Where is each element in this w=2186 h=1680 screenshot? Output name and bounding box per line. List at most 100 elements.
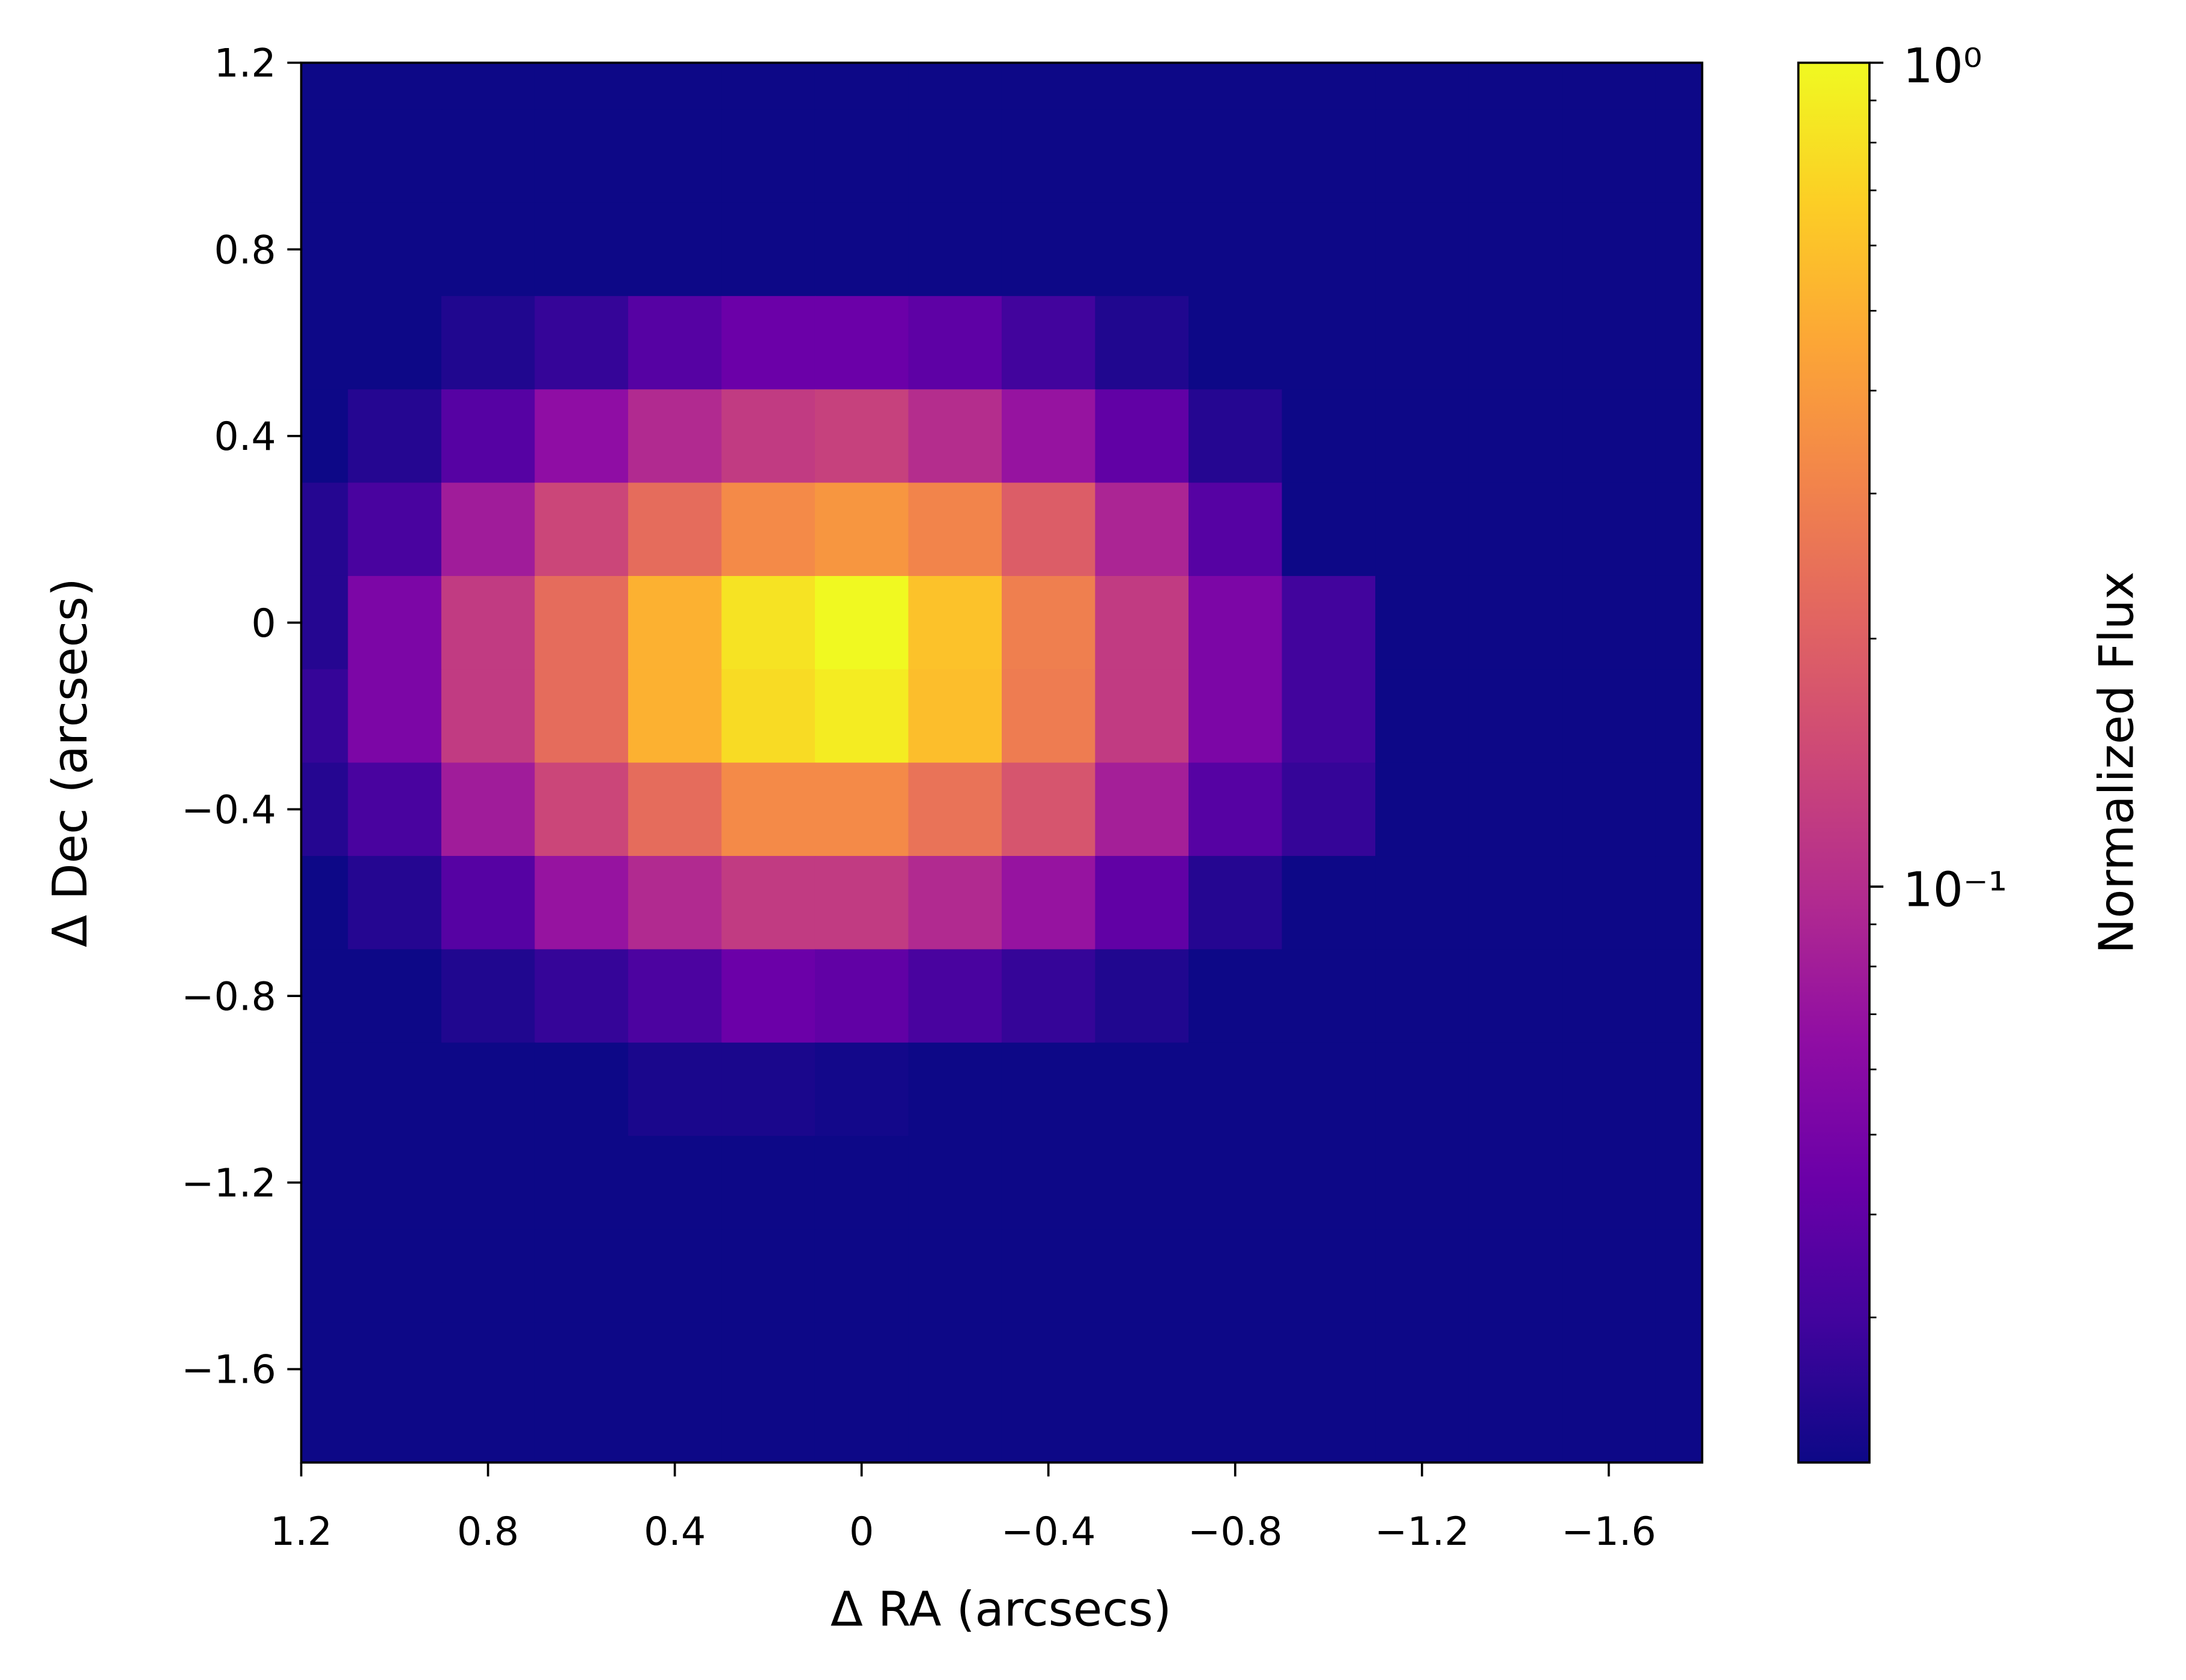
- heatmap-cell: [1095, 1322, 1190, 1417]
- heatmap-cell: [1562, 949, 1656, 1043]
- heatmap-cell: [301, 482, 349, 577]
- heatmap-cell: [814, 1136, 909, 1230]
- heatmap-cell: [908, 1416, 1003, 1463]
- heatmap-cell: [441, 389, 536, 484]
- heatmap-cell: [1562, 482, 1656, 577]
- y-tick-label: −1.6: [181, 1348, 276, 1393]
- heatmap-cell: [301, 856, 349, 950]
- heatmap-cell: [534, 109, 629, 204]
- heatmap-cell: [1001, 1136, 1096, 1230]
- heatmap-cell: [1468, 482, 1563, 577]
- heatmap-cell: [814, 669, 909, 763]
- heatmap-cell: [1095, 1042, 1190, 1137]
- heatmap-cell: [1468, 62, 1563, 111]
- heatmap-cell: [1655, 575, 1703, 670]
- heatmap-cell: [908, 762, 1003, 857]
- heatmap-cell: [1375, 856, 1470, 950]
- heatmap-cell: [1095, 949, 1190, 1043]
- heatmap-cell: [1188, 1136, 1283, 1230]
- heatmap-cell: [534, 856, 629, 950]
- heatmap-cell: [1001, 856, 1096, 950]
- heatmap-cell: [1001, 296, 1096, 390]
- y-tick-label: 0.4: [214, 414, 276, 459]
- heatmap: [301, 62, 1703, 1463]
- heatmap-cell: [441, 575, 536, 670]
- heatmap-cell: [814, 856, 909, 950]
- heatmap-cell: [348, 669, 443, 763]
- heatmap-cell: [1655, 856, 1703, 950]
- heatmap-cell: [1188, 575, 1283, 670]
- heatmap-cell: [441, 1322, 536, 1417]
- colorbar: [1798, 62, 1870, 1463]
- heatmap-cell: [301, 1416, 349, 1463]
- y-tick-label: 1.2: [214, 41, 276, 86]
- heatmap-cell: [908, 389, 1003, 484]
- heatmap-cell: [1282, 109, 1376, 204]
- heatmap-cell: [534, 1322, 629, 1417]
- colorbar-tick-label: 10⁰: [1903, 38, 1982, 94]
- heatmap-cell: [628, 482, 722, 577]
- x-tick-label: −1.6: [1561, 1509, 1656, 1554]
- heatmap-cell: [908, 482, 1003, 577]
- y-tick-label: −0.4: [181, 788, 276, 833]
- heatmap-cell: [1468, 1042, 1563, 1137]
- heatmap-cell: [1562, 1229, 1656, 1324]
- heatmap-cell: [1655, 1136, 1703, 1230]
- heatmap-cell: [721, 1229, 816, 1324]
- heatmap-cell: [1375, 62, 1470, 111]
- heatmap-cell: [721, 62, 816, 111]
- heatmap-cell: [348, 1416, 443, 1463]
- heatmap-cell: [908, 1136, 1003, 1230]
- heatmap-cell: [908, 1322, 1003, 1417]
- y-tick-label: −0.8: [181, 974, 276, 1019]
- plot-frame: [300, 61, 1704, 1464]
- heatmap-cell: [534, 62, 629, 111]
- heatmap-cell: [1188, 762, 1283, 857]
- heatmap-cell: [348, 1042, 443, 1137]
- heatmap-cell: [1562, 389, 1656, 484]
- heatmap-cell: [348, 949, 443, 1043]
- heatmap-cell: [1468, 575, 1563, 670]
- heatmap-cell: [1468, 1322, 1563, 1417]
- heatmap-cell: [908, 575, 1003, 670]
- heatmap-cell: [1375, 296, 1470, 390]
- heatmap-cell: [1282, 62, 1376, 111]
- heatmap-cell: [721, 482, 816, 577]
- heatmap-cell: [1188, 1229, 1283, 1324]
- heatmap-cell: [1655, 389, 1703, 484]
- heatmap-cell: [1375, 1322, 1470, 1417]
- heatmap-cell: [1095, 109, 1190, 204]
- heatmap-cell: [1655, 62, 1703, 111]
- heatmap-cell: [721, 1136, 816, 1230]
- heatmap-cell: [628, 856, 722, 950]
- heatmap-cell: [348, 1322, 443, 1417]
- heatmap-cell: [348, 202, 443, 297]
- heatmap-cell: [1468, 949, 1563, 1043]
- x-axis-label: Δ RA (arcsecs): [831, 1581, 1172, 1637]
- heatmap-cell: [1375, 202, 1470, 297]
- heatmap-cell: [1282, 856, 1376, 950]
- x-tick-label: 0.8: [457, 1509, 519, 1554]
- heatmap-cell: [1095, 389, 1190, 484]
- heatmap-cell: [1001, 1229, 1096, 1324]
- heatmap-cell: [814, 1042, 909, 1137]
- heatmap-cell: [301, 762, 349, 857]
- heatmap-cell: [301, 669, 349, 763]
- heatmap-cell: [534, 762, 629, 857]
- heatmap-cell: [721, 949, 816, 1043]
- heatmap-cell: [1095, 482, 1190, 577]
- heatmap-cell: [348, 389, 443, 484]
- heatmap-cell: [1375, 109, 1470, 204]
- heatmap-cell: [1095, 202, 1190, 297]
- heatmap-cell: [1562, 575, 1656, 670]
- heatmap-cell: [1468, 1229, 1563, 1324]
- heatmap-cell: [534, 1136, 629, 1230]
- heatmap-cell: [908, 296, 1003, 390]
- heatmap-cell: [441, 1416, 536, 1463]
- heatmap-cell: [348, 482, 443, 577]
- heatmap-cell: [441, 949, 536, 1043]
- heatmap-cell: [1655, 202, 1703, 297]
- heatmap-cell: [1001, 949, 1096, 1043]
- colorbar-tick-label: 10⁻¹: [1903, 863, 2008, 918]
- heatmap-cell: [1095, 856, 1190, 950]
